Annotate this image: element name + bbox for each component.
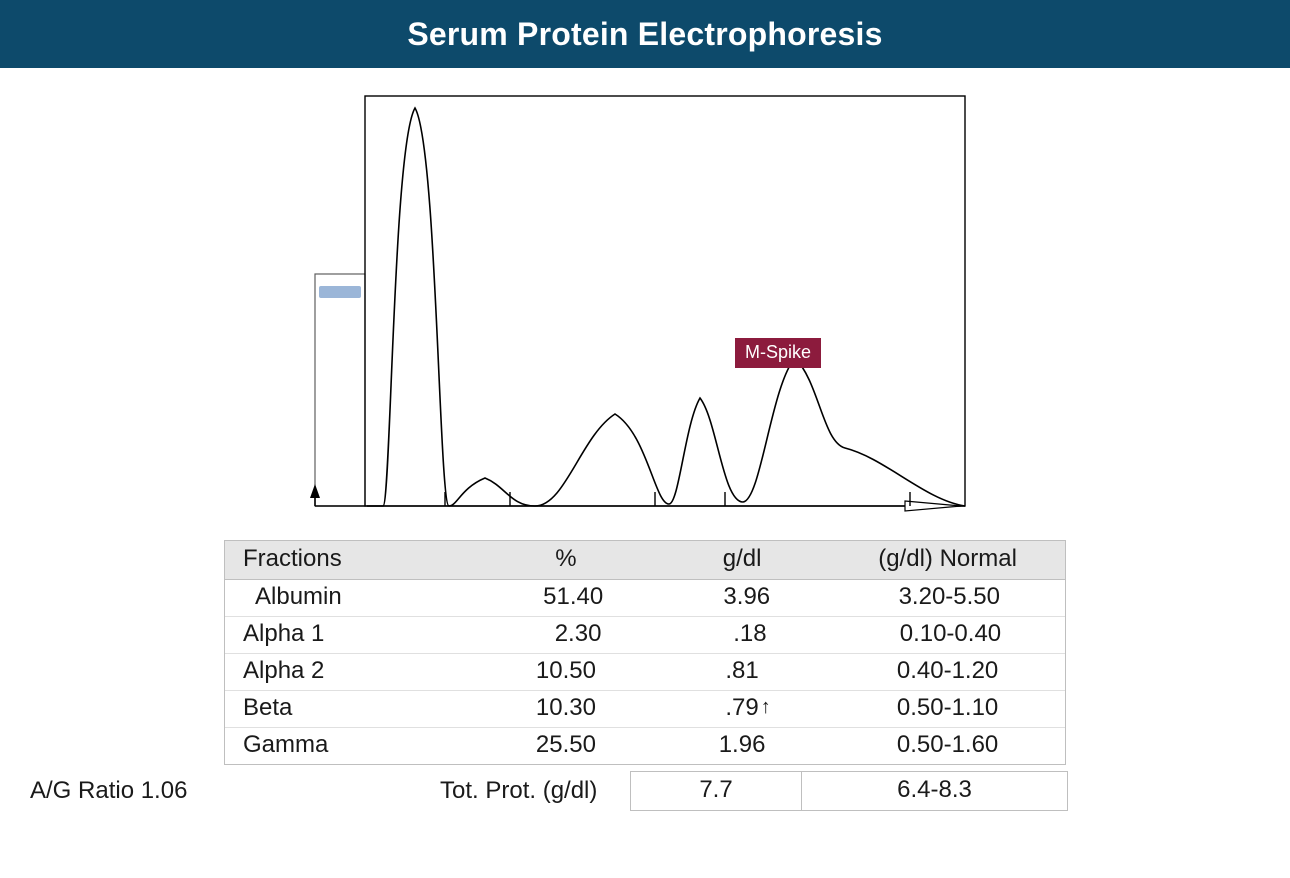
fractions-table: Fractions % g/dl (g/dl) Normal Albumin 5… <box>224 540 1066 765</box>
cell-gdl: .18 <box>664 620 836 648</box>
cell-fraction: Beta <box>225 694 478 722</box>
footer-row: A/G Ratio 1.06 Tot. Prot. (g/dl) 7.7 6.4… <box>0 771 1290 821</box>
cell-normal: 3.20-5.50 <box>834 583 1065 611</box>
gel-band <box>319 286 361 298</box>
total-protein-boxes: 7.7 6.4-8.3 <box>630 771 1068 811</box>
table-header-row: Fractions % g/dl (g/dl) Normal <box>225 541 1065 580</box>
total-protein-value: 7.7 <box>630 771 801 811</box>
table-row: Beta 10.30 .79 ↑ 0.50-1.10 <box>225 691 1065 728</box>
cell-normal: 0.50-1.10 <box>830 694 1065 722</box>
total-protein-normal: 6.4-8.3 <box>801 771 1068 811</box>
ag-ratio-label: A/G Ratio 1.06 <box>30 777 187 805</box>
table-row: Alpha 1 2.30 .18 0.10-0.40 <box>225 617 1065 654</box>
col-header-gdl: g/dl <box>654 545 830 573</box>
cell-pct: 51.40 <box>486 583 660 611</box>
col-header-normal: (g/dl) Normal <box>830 545 1065 573</box>
content-area: M-Spike Fractions % g/dl (g/dl) Normal A… <box>0 86 1290 821</box>
electrophoresis-chart: M-Spike <box>285 86 1005 526</box>
cell-pct: 2.30 <box>472 620 664 648</box>
cell-fraction: Alpha 1 <box>225 620 472 648</box>
table-row: Alpha 2 10.50 .81 0.40-1.20 <box>225 654 1065 691</box>
table-row: Albumin 51.40 3.96 3.20-5.50 <box>225 580 1065 617</box>
table-row: Gamma 25.50 1.96 0.50-1.60 <box>225 728 1065 764</box>
cell-gdl: .79 ↑ <box>654 694 830 722</box>
header-bar: Serum Protein Electrophoresis <box>0 0 1290 68</box>
cell-fraction: Albumin <box>225 583 486 611</box>
plot-border <box>365 96 965 506</box>
total-protein-label: Tot. Prot. (g/dl) <box>440 777 597 805</box>
up-arrow-icon: ↑ <box>761 696 771 719</box>
gel-strip-box <box>315 274 365 506</box>
cell-normal: 0.10-0.40 <box>836 620 1065 648</box>
chart-svg <box>285 86 1005 526</box>
col-header-fractions: Fractions <box>225 545 478 573</box>
col-header-percent: % <box>478 545 654 573</box>
m-spike-label: M-Spike <box>735 338 821 368</box>
densitometry-curve <box>367 108 965 506</box>
cell-gdl-value: .79 <box>725 694 758 721</box>
cell-pct: 10.30 <box>478 694 654 722</box>
cell-fraction: Alpha 2 <box>225 657 478 685</box>
cell-pct: 10.50 <box>478 657 654 685</box>
cell-gdl: 1.96 <box>654 731 830 759</box>
cell-gdl: .81 <box>654 657 830 685</box>
page-title: Serum Protein Electrophoresis <box>407 16 882 53</box>
cell-gdl: 3.96 <box>660 583 834 611</box>
cell-normal: 0.50-1.60 <box>830 731 1065 759</box>
cell-fraction: Gamma <box>225 731 478 759</box>
cell-normal: 0.40-1.20 <box>830 657 1065 685</box>
cell-pct: 25.50 <box>478 731 654 759</box>
